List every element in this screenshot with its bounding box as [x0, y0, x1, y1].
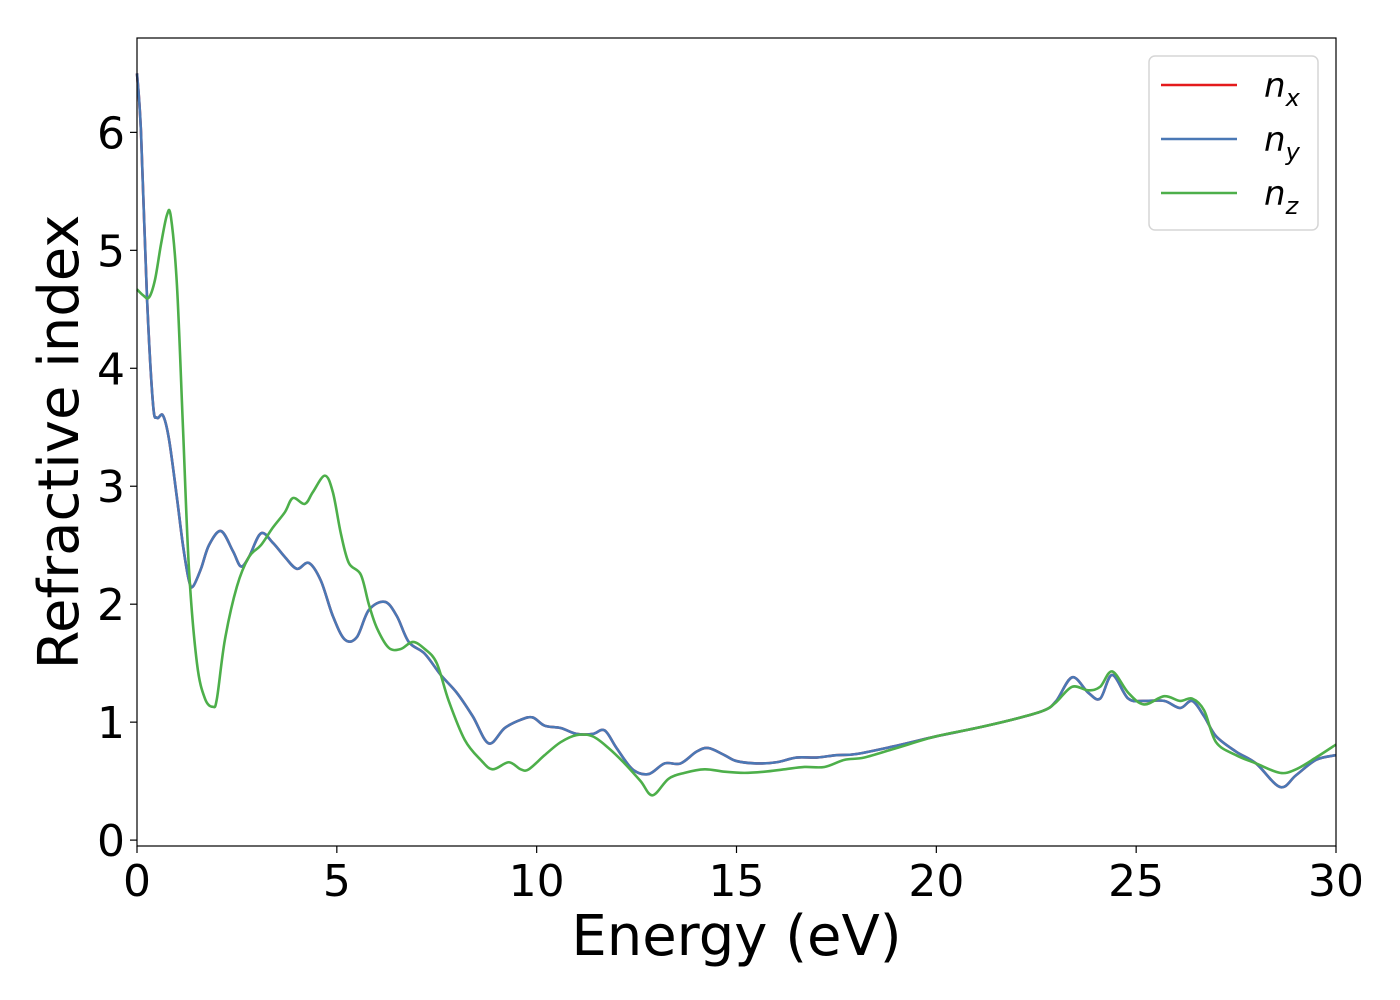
x-tick-label: 30: [1308, 856, 1364, 907]
x-tick-label: 5: [323, 856, 351, 907]
y-tick-label: 1: [97, 698, 125, 749]
y-tick-label: 3: [97, 462, 125, 513]
legend-label-x: nx: [1264, 66, 1301, 112]
x-axis-label: Energy (eV): [571, 904, 901, 969]
series-layer: [135, 73, 1337, 797]
x-axis: 0 5 10 15 20 25 30: [123, 846, 1364, 907]
series-line-z: [136, 208, 1337, 797]
x-tick-label: 10: [509, 856, 565, 907]
y-tick-label: 0: [97, 816, 125, 867]
y-tick-label: 5: [97, 226, 125, 277]
y-axis-label: Refractive index: [27, 215, 92, 670]
legend-box: [1148, 55, 1319, 231]
x-tick-label: 20: [908, 856, 964, 907]
y-tick-label: 6: [97, 108, 125, 159]
y-tick-label: 2: [97, 580, 125, 631]
legend-label-y: ny: [1264, 120, 1301, 166]
legend-label-z: nz: [1264, 174, 1300, 220]
x-tick-label: 0: [123, 856, 151, 907]
legend: nx ny nz: [1148, 55, 1319, 231]
x-tick-label: 15: [709, 856, 765, 907]
series-line-y: [135, 73, 1337, 789]
y-tick-label: 4: [97, 344, 125, 395]
x-tick-label: 25: [1108, 856, 1164, 907]
y-axis: 0 1 2 3 4 5 6: [97, 108, 137, 867]
